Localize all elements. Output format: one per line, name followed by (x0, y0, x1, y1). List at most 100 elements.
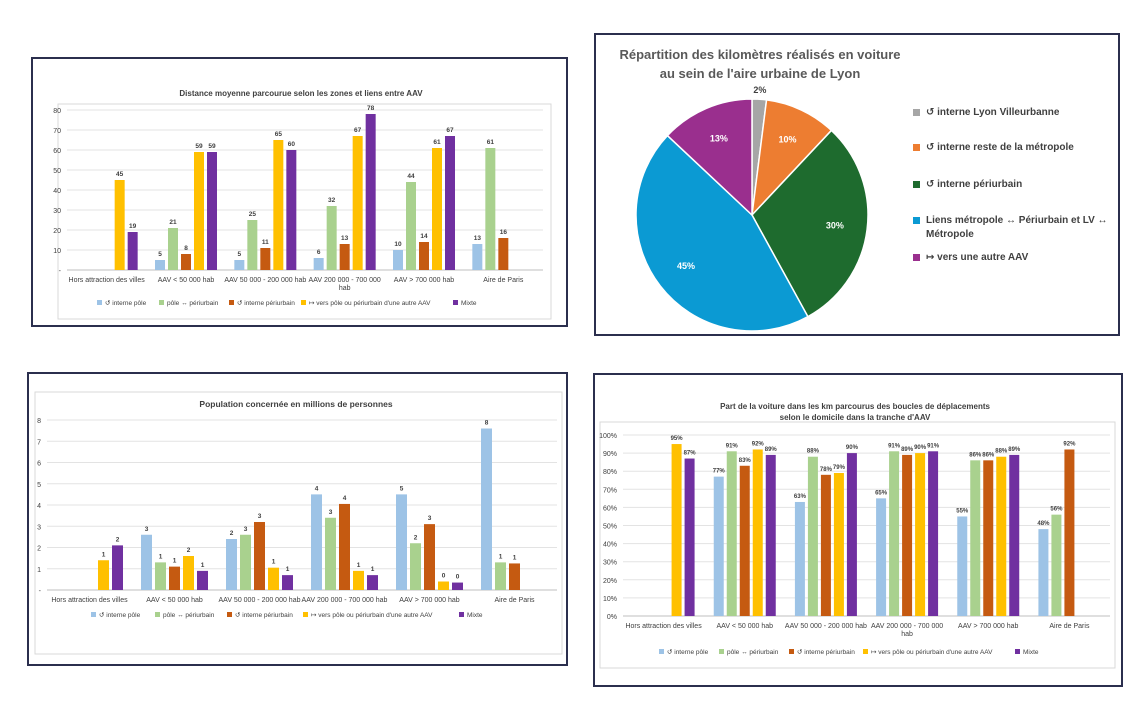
bar-pole_periurbain (889, 451, 900, 616)
bar-interne_periurbain (498, 238, 509, 270)
bar-value-label: 61 (433, 139, 441, 146)
bar-vers_autre_aav (352, 136, 363, 270)
legend-swatch-interne_periurbain (227, 612, 232, 617)
bar-value-label: 1 (513, 554, 517, 561)
bar-value-label: 3 (329, 509, 333, 516)
bar-value-label: 91% (726, 443, 739, 449)
bar-value-label: 11 (262, 239, 269, 246)
legend-label: ↺ interne pôle (667, 649, 709, 656)
pie-legend-swatch (913, 144, 920, 151)
pie-legend-swatch (913, 254, 920, 261)
pie-legend-label: ↺ interne Lyon Villeurbanne (926, 107, 1060, 118)
category-label: AAV < 50 000 hab (146, 597, 203, 604)
bar-interne_periurbain (1064, 449, 1075, 616)
panel-population-chart: Population concernée en millions de pers… (27, 372, 568, 666)
bar-pole_periurbain (155, 562, 166, 590)
category-label: AAV < 50 000 hab (158, 277, 215, 284)
bar-interne_pole (393, 250, 403, 270)
bar-vers_autre_aav (273, 140, 284, 270)
plot-frame (599, 421, 1116, 669)
bar-interne_pole (472, 244, 483, 270)
bar-value-label: 3 (428, 515, 432, 522)
bar-value-label: 56% (1050, 507, 1063, 513)
bar-value-label: 10 (394, 241, 402, 248)
bar-mixte (207, 152, 217, 270)
pie-slice-pie_periurbain (751, 129, 869, 318)
bar-value-label: 3 (145, 526, 149, 533)
bar-value-label: 1 (159, 553, 163, 560)
bar-vers_autre_aav (353, 570, 364, 590)
category-label: Hors attraction des villes (69, 277, 146, 284)
bar-value-label: 78 (367, 105, 375, 112)
pie-slice-label: 45% (677, 261, 695, 271)
bar-pole_periurbain (485, 148, 496, 270)
bar-vers_autre_aav (438, 581, 449, 590)
legend-swatch-pole_periurbain (159, 300, 164, 305)
y-tick-label: 0% (607, 614, 617, 621)
bar-value-label: 6 (317, 249, 321, 256)
bar-interne_periurbain (419, 242, 429, 270)
y-tick-label: 7 (37, 439, 41, 446)
legend-label: Mixte (1023, 649, 1039, 656)
bar-value-label: 0 (442, 573, 446, 580)
bar-value-label: 88% (807, 449, 820, 455)
bar-value-label: 8 (485, 420, 489, 427)
panel-part-voiture-chart: Part de la voiture dans les km parcourus… (593, 373, 1123, 687)
y-tick-label: 10 (53, 248, 61, 255)
bar-value-label: 44 (407, 173, 415, 180)
bar-value-label: 89% (901, 447, 914, 453)
bar-value-label: 59 (208, 143, 216, 150)
legend-label: ↺ interne périurbain (797, 649, 855, 656)
bar-mixte (127, 232, 138, 270)
bar-interne_periurbain (181, 254, 191, 270)
bar-vers_autre_aav (183, 556, 194, 590)
bar-value-label: 86% (982, 452, 995, 458)
bar-value-label: 13 (341, 235, 349, 242)
y-tick-label: 80% (603, 469, 617, 476)
y-tick-label: 10% (603, 596, 617, 603)
bar-pole_periurbain (326, 206, 337, 270)
bar-vers_autre_aav (671, 444, 682, 616)
plot-frame (57, 103, 552, 320)
bar-value-label: 63% (794, 494, 807, 500)
bar-value-label: 92% (1063, 441, 1076, 447)
bar-interne_pole (311, 494, 322, 590)
bar-value-label: 1 (201, 562, 205, 569)
bar-pole_periurbain (247, 220, 258, 270)
bar-vers_autre_aav (833, 473, 844, 616)
bar-pole_periurbain (495, 562, 506, 590)
bar-pole_periurbain (807, 456, 818, 616)
bar-value-label: 65 (275, 131, 283, 138)
panel-pie-chart: Répartition des kilomètres réalisés en v… (594, 33, 1120, 336)
bar-interne_periurbain (424, 524, 435, 590)
bar-interne_pole (226, 539, 237, 590)
y-tick-label: 50 (53, 168, 61, 175)
bar-value-label: 1 (357, 562, 361, 569)
bar-interne_pole (313, 258, 324, 270)
bar-value-label: 1 (173, 558, 177, 565)
bar-mixte (112, 545, 123, 590)
y-tick-label: 30% (603, 560, 617, 567)
bar-pole_periurbain (726, 451, 737, 616)
y-tick-label: 20% (603, 578, 617, 585)
pie-legend-swatch (913, 181, 920, 188)
pie-title: Répartition des kilomètres réalisés en v… (619, 47, 900, 62)
legend-swatch-interne_periurbain (789, 649, 794, 654)
category-label: AAV > 700 000 hab (399, 597, 459, 604)
category-label: AAV 200 000 - 700 000 (309, 277, 381, 284)
y-tick-label: 8 (37, 418, 41, 425)
category-label: AAV 50 000 - 200 000 hab (219, 597, 301, 604)
bar-value-label: 0 (456, 574, 460, 581)
bar-value-label: 92% (752, 441, 765, 447)
bar-value-label: 1 (286, 566, 290, 573)
bar-vers_autre_aav (752, 449, 763, 616)
y-tick-label: 70 (53, 128, 61, 135)
category-label: Hors attraction des villes (625, 623, 702, 630)
bar-value-label: 2 (414, 534, 418, 541)
bar-value-label: 3 (244, 526, 248, 533)
bar-mixte (367, 575, 378, 590)
legend-swatch-interne_pole (659, 649, 664, 654)
bar-value-label: 90% (846, 445, 859, 451)
bar-value-label: 1 (371, 566, 375, 573)
bar-value-label: 3 (258, 513, 262, 520)
